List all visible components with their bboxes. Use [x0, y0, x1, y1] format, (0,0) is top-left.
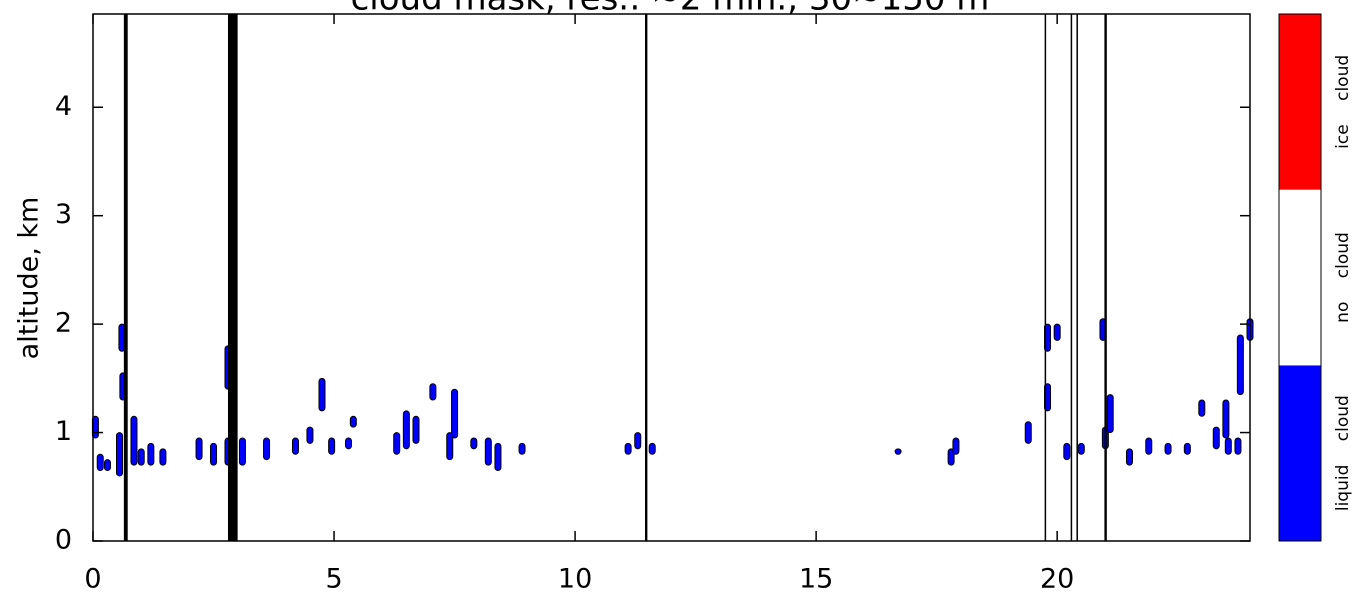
- y-tick-label: 4: [55, 91, 72, 122]
- cloud-patch: [484, 437, 492, 466]
- colorbar-label: liquid cloud: [1333, 395, 1353, 511]
- cloud-patch: [318, 377, 326, 412]
- y-tick-label: 0: [55, 525, 72, 556]
- cloud-patch: [1212, 426, 1220, 450]
- cloud-patch: [195, 437, 203, 461]
- cloud-patch: [349, 415, 357, 428]
- x-tick-label: 20: [1040, 564, 1074, 595]
- data-gap: [1076, 14, 1078, 541]
- cloud-patch: [1063, 442, 1071, 461]
- cloud-patch: [624, 442, 632, 455]
- cloud-patch: [137, 448, 145, 466]
- cloud-patch: [894, 448, 902, 455]
- x-tick-label: 0: [84, 564, 101, 595]
- cloud-patch: [130, 415, 138, 466]
- plot-frame: [92, 13, 1251, 542]
- cloud-patch: [393, 432, 401, 455]
- cloud-patch: [1077, 442, 1085, 455]
- cloud-patch: [648, 442, 656, 455]
- cloud-patch: [1236, 334, 1244, 396]
- cloud-patch: [1164, 442, 1172, 455]
- cloud-patch: [451, 388, 459, 439]
- cloud-patch: [96, 453, 104, 472]
- cloud-patch: [470, 437, 478, 450]
- cloud-patch: [306, 426, 314, 444]
- cloud-patch: [1053, 323, 1061, 341]
- cloud-patch: [634, 432, 642, 450]
- y-tick-label: 3: [55, 199, 72, 230]
- x-tick-label: 10: [558, 564, 592, 595]
- data-gap: [1044, 14, 1047, 541]
- x-tick-label: 15: [799, 564, 833, 595]
- data-gap: [1070, 14, 1073, 541]
- cloud-patch: [291, 437, 299, 455]
- cloud-patch: [1106, 394, 1114, 434]
- colorbar-label: no cloud: [1333, 232, 1353, 323]
- cloud-patch: [345, 437, 353, 450]
- chart-title: cloud mask, res.: ~2 min., 30~150 m: [351, 0, 990, 19]
- cloud-patch: [103, 459, 111, 472]
- cloud-patch: [518, 442, 526, 455]
- cloud-patch: [429, 383, 437, 401]
- cloud-patch: [947, 448, 955, 466]
- cloud-patch: [952, 437, 960, 455]
- y-axis-label: altitude, km: [14, 197, 45, 360]
- colorbar-swatch: [1279, 365, 1321, 541]
- cloud-patch: [1234, 437, 1242, 455]
- data-gap: [644, 14, 648, 541]
- cloud-patch: [238, 437, 246, 466]
- cloud-patch: [446, 432, 454, 461]
- cloud-patch: [402, 410, 410, 450]
- colorbar-swatch: [1279, 189, 1321, 366]
- cloud-patch: [263, 437, 271, 461]
- cloud-patch: [1024, 421, 1032, 444]
- colorbar-swatch: [1279, 14, 1321, 190]
- cloud-patch: [328, 437, 336, 455]
- colorbar-label: ice cloud: [1333, 55, 1353, 149]
- y-tick-label: 1: [55, 416, 72, 447]
- cloud-patch: [210, 442, 218, 466]
- y-tick-label: 2: [55, 308, 72, 339]
- colorbar-frame: [1278, 13, 1322, 542]
- cloud-patch: [1224, 437, 1232, 455]
- cloud-patch: [1125, 448, 1133, 466]
- cloud-patch: [412, 415, 420, 444]
- cloud-patch: [159, 448, 167, 466]
- cloud-patch: [1145, 437, 1153, 455]
- cloud-patch: [147, 442, 155, 466]
- cloud-patch: [116, 432, 124, 477]
- cloud-patch: [494, 442, 502, 472]
- data-gap: [123, 14, 128, 541]
- data-gap: [1104, 14, 1107, 541]
- cloud-patch: [1198, 399, 1206, 417]
- cloud-patch: [1183, 442, 1191, 455]
- data-gap: [227, 14, 238, 541]
- x-tick-label: 5: [325, 564, 342, 595]
- cloud-patch: [1222, 399, 1230, 439]
